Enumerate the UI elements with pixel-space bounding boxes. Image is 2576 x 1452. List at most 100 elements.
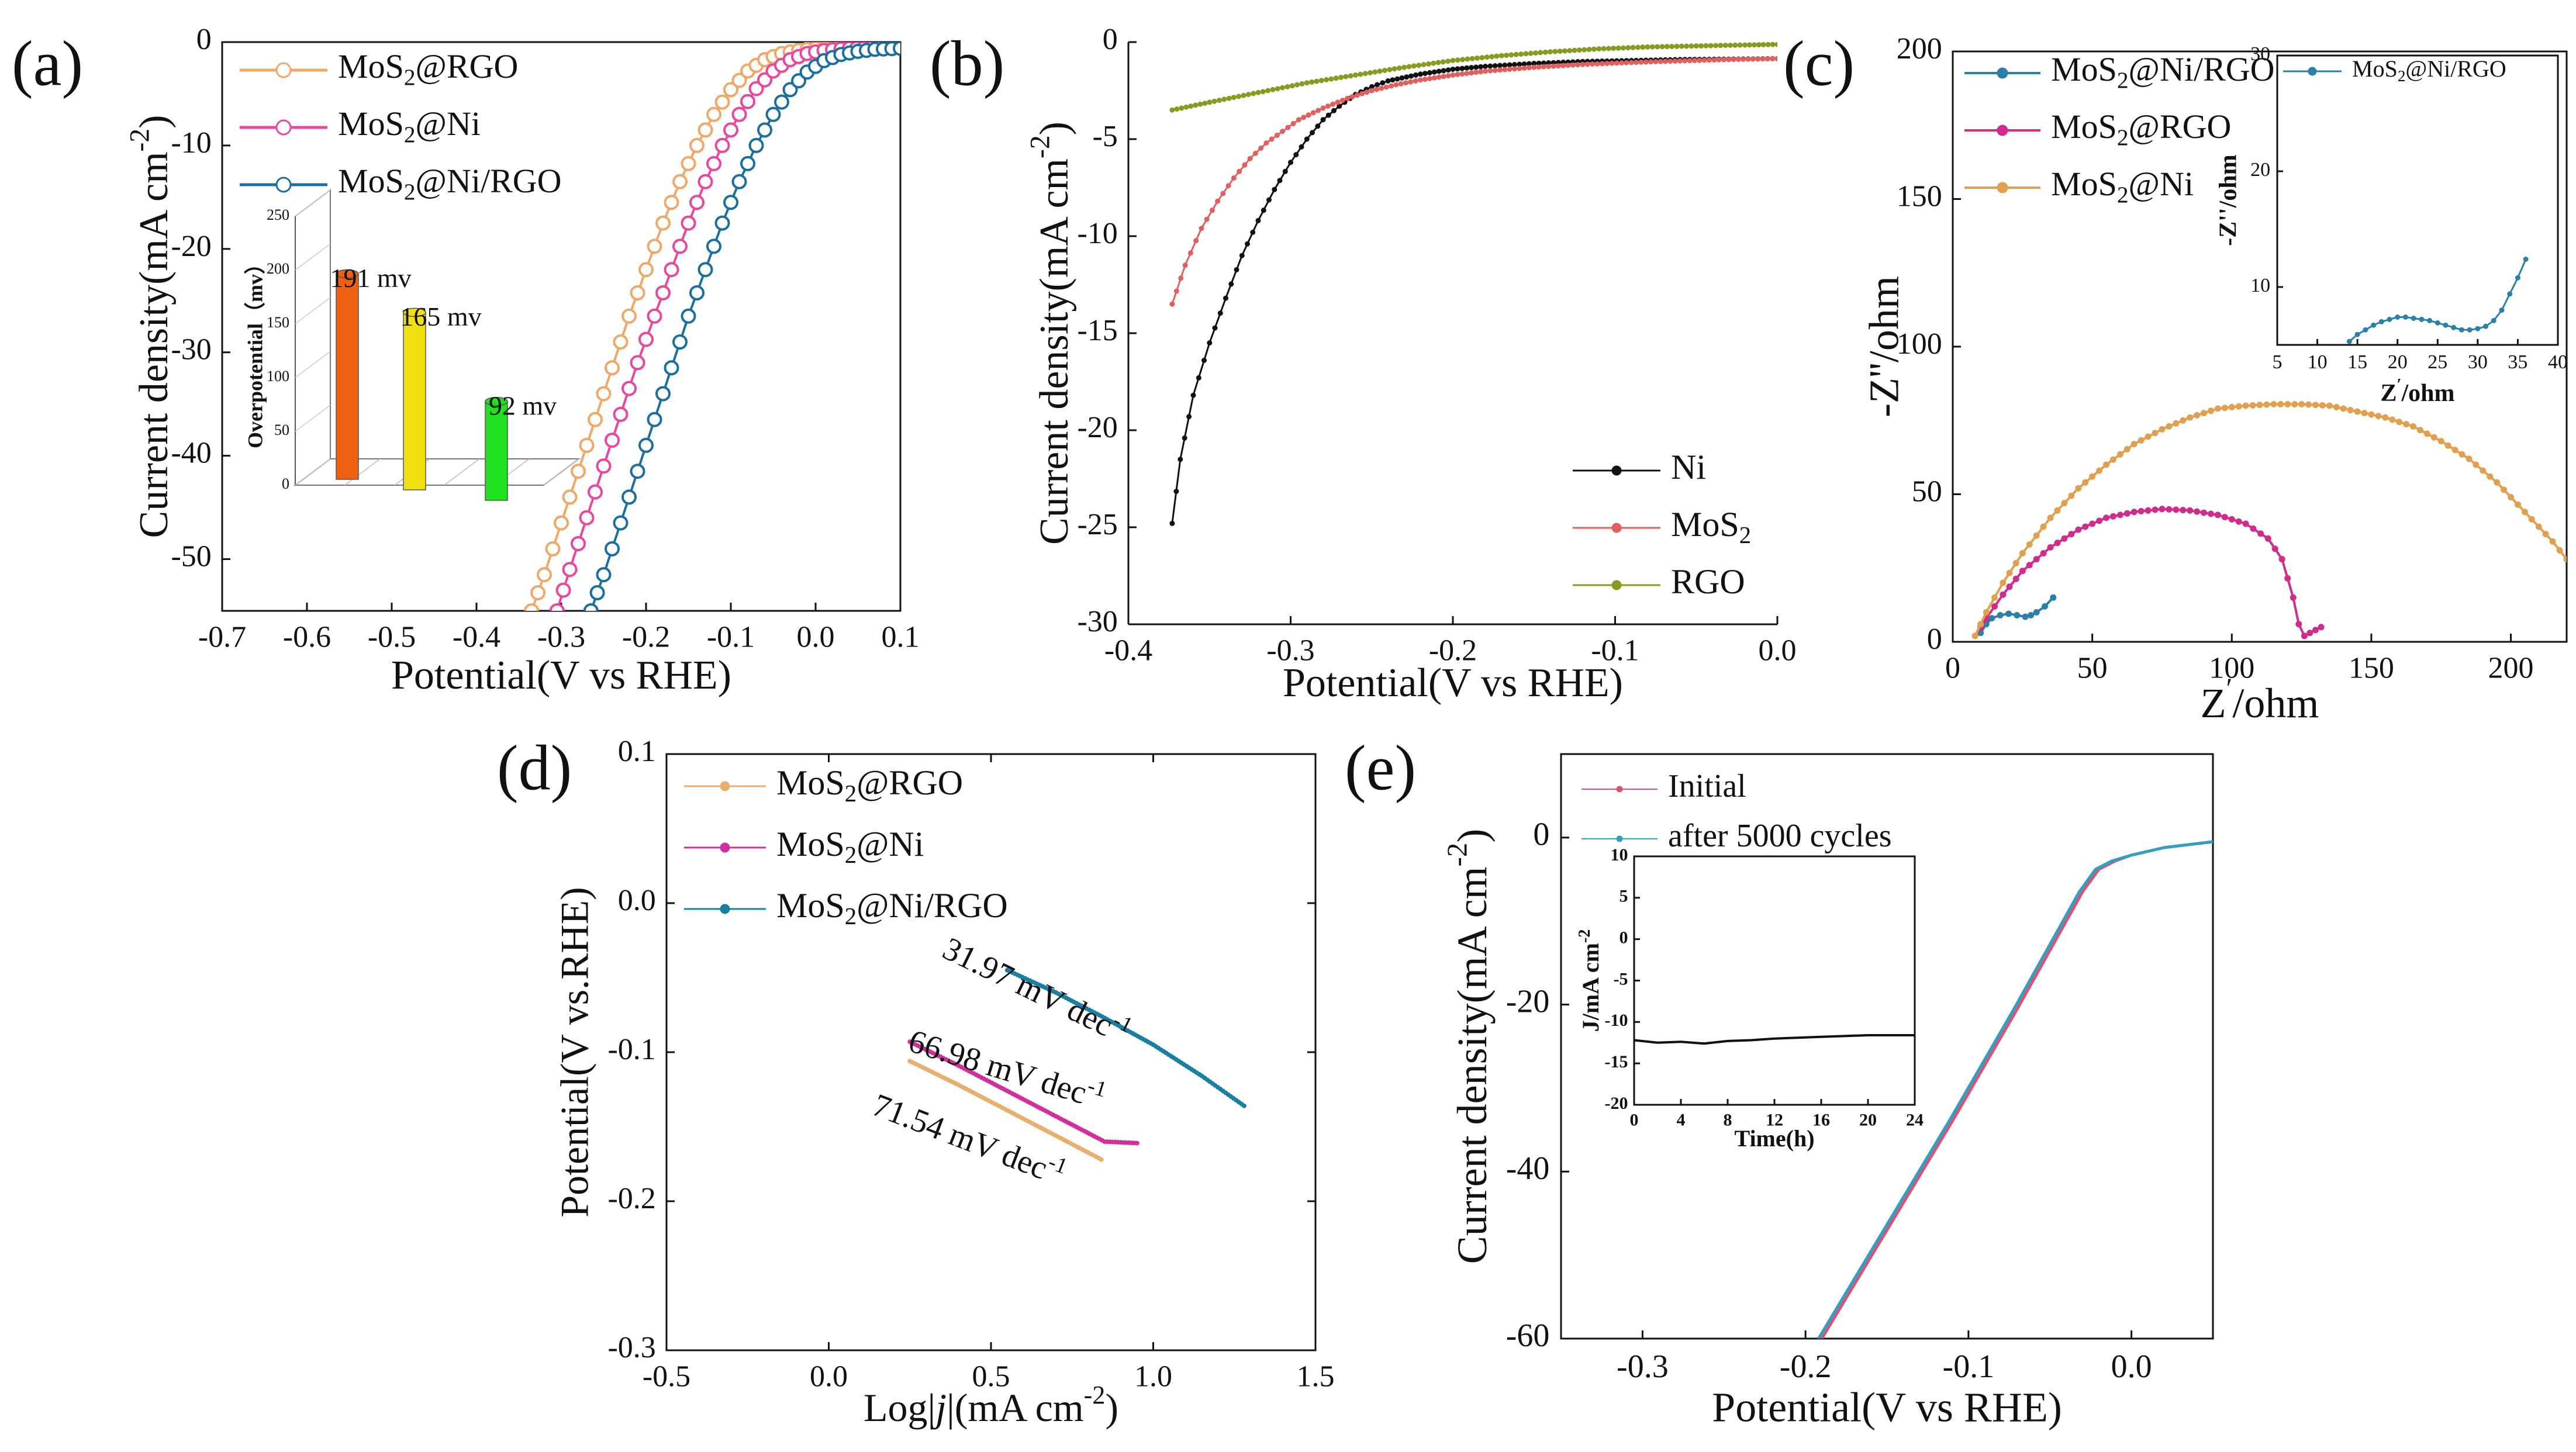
data-point — [2054, 507, 2061, 514]
data-point — [1247, 155, 1253, 161]
y-axis-label-c: -Z''/ohm — [1861, 276, 1908, 417]
data-point — [1645, 44, 1650, 50]
data-point — [2019, 568, 2026, 575]
data-point — [1580, 61, 1586, 67]
x-tick-label: 0.5 — [972, 1360, 1010, 1393]
data-point — [1507, 62, 1513, 68]
data-point — [1469, 56, 1475, 61]
data-point — [2214, 405, 2221, 412]
data-point — [2235, 518, 2242, 525]
data-point — [1216, 98, 1222, 103]
data-point — [2033, 532, 2040, 539]
data-point — [621, 489, 637, 505]
x-tick-label: 1.0 — [1134, 1360, 1172, 1393]
data-point — [2006, 583, 2013, 590]
data-point — [1570, 62, 1576, 68]
legend-e-1-label: after 5000 cycles — [1668, 818, 1891, 854]
data-point — [1201, 358, 1207, 363]
data-point — [562, 489, 578, 505]
x-tick-label: 40 — [2548, 351, 2568, 373]
panel-label-c: (c) — [1783, 27, 1855, 99]
data-point — [583, 603, 599, 611]
legend-a-2-label: MoS2@Ni/RGO — [338, 162, 562, 205]
x-tick-label: 100 — [2209, 651, 2254, 684]
data-point — [579, 437, 595, 453]
data-point — [1551, 63, 1556, 69]
data-point — [596, 458, 612, 474]
series-e-0 — [1820, 840, 2213, 1339]
data-point — [1284, 84, 1290, 89]
data-point — [1304, 80, 1310, 86]
y-tick-label: 0 — [1103, 23, 1118, 56]
series-line — [589, 47, 900, 611]
data-point — [1533, 50, 1538, 56]
x-tick-label: -0.2 — [622, 620, 670, 654]
data-point — [1368, 70, 1373, 75]
data-point — [1745, 56, 1751, 62]
inset-a-y-tick-label: 200 — [267, 260, 289, 277]
data-point — [1182, 435, 1187, 441]
data-point — [2047, 544, 2054, 551]
data-point — [2284, 575, 2291, 582]
data-point — [2145, 507, 2152, 514]
data-point — [2271, 545, 2278, 552]
data-point — [2378, 319, 2384, 324]
data-point — [2014, 612, 2021, 618]
x-tick-label: 8 — [1724, 1110, 1732, 1129]
data-point — [1226, 95, 1232, 101]
x-tick-label: -0.6 — [283, 620, 331, 654]
data-point — [1369, 88, 1375, 94]
legend-b-2-label: RGO — [1671, 562, 1745, 601]
x-tick-label: 15 — [2347, 351, 2367, 373]
data-point — [630, 285, 645, 300]
data-point — [1498, 53, 1504, 58]
data-point — [1353, 72, 1358, 78]
data-point — [1464, 71, 1470, 77]
data-point — [1427, 75, 1432, 81]
data-point — [1431, 75, 1437, 81]
data-point — [1722, 43, 1728, 49]
y-tick-label: 0 — [1927, 623, 1942, 656]
data-point — [1362, 71, 1368, 77]
data-point — [1497, 67, 1503, 73]
data-point — [731, 174, 747, 189]
data-point — [1711, 57, 1717, 63]
data-point — [1774, 42, 1777, 47]
x-tick-label: 35 — [2508, 351, 2527, 373]
series-line — [1817, 840, 2213, 1339]
y-axis-label-b: Current density(mA cm-2) — [1025, 122, 1077, 545]
data-point — [2103, 514, 2109, 521]
inset-e-frame — [1633, 855, 1916, 1106]
data-point — [1713, 43, 1719, 49]
data-point — [1628, 60, 1634, 65]
data-point — [1393, 82, 1399, 88]
data-point — [1270, 87, 1276, 92]
series-line — [530, 45, 900, 611]
inset-a-floor-grid — [344, 458, 381, 486]
inset-c-y-label: -Z''/ohm — [2215, 154, 2242, 246]
data-point — [1586, 47, 1592, 53]
data-point — [2061, 535, 2068, 542]
legend-d-0-marker — [720, 781, 730, 791]
data-point — [1183, 104, 1189, 110]
data-point — [2499, 307, 2505, 313]
data-point — [1455, 66, 1460, 72]
data-point — [2033, 556, 2040, 563]
series-e-inset-0 — [1634, 1034, 1915, 1045]
data-point — [605, 541, 620, 556]
data-point — [2387, 316, 2392, 322]
data-point — [1737, 42, 1743, 48]
data-point — [2109, 456, 2116, 463]
data-point — [2242, 402, 2249, 409]
data-point — [1971, 632, 1978, 639]
data-point — [1212, 325, 1218, 331]
data-point — [1718, 43, 1724, 49]
data-point — [630, 355, 645, 371]
data-point — [1692, 58, 1697, 63]
data-point — [2089, 520, 2096, 527]
inset-a-y-tick-label: 100 — [267, 368, 289, 385]
y-axis-label-a: Current density(mA cm-2) — [125, 115, 177, 538]
data-point — [664, 360, 679, 376]
data-point — [1507, 67, 1513, 72]
data-point — [1354, 92, 1360, 98]
